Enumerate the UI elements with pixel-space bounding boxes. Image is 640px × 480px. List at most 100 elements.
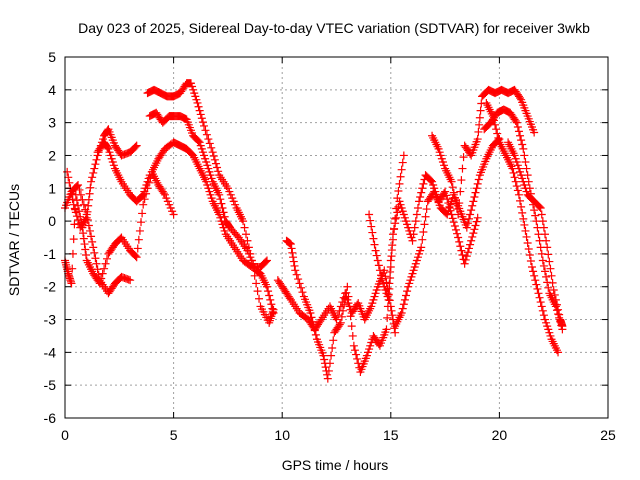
data-point-interp [412,210,421,219]
data-point-interp [475,120,484,129]
data-point [349,341,358,350]
data-point-interp [402,291,411,300]
data-point-interp [539,311,548,320]
data-point-interp [261,257,270,266]
data-point-interp [550,290,559,299]
y-tick-label: -3 [44,312,57,328]
data-point-interp [455,199,464,208]
data-point-interp [418,184,427,193]
data-point-interp [216,213,225,222]
data-point [549,286,558,295]
data-point-interp [448,214,457,223]
data-point-interp [201,154,210,163]
data-point-interp [220,212,229,221]
data-point-interp [542,236,551,245]
data-point-interp [538,306,547,315]
data-point [536,203,545,212]
data-point-interp [403,220,412,229]
data-point [410,263,419,272]
data-point-interp [287,244,296,253]
data-point-interp [541,267,550,276]
data-point-interp [267,300,276,309]
data-point-interp [532,280,541,289]
data-point-interp [398,304,407,313]
data-point-interp [472,184,481,193]
data-point [517,171,526,180]
data-point-interp [395,179,404,188]
data-point-interp [518,208,527,217]
data-point-interp [85,189,94,198]
data-point-interp [218,220,227,229]
data-point-interp [393,208,402,217]
data-point-interp [265,291,274,300]
data-point [291,266,300,275]
data-point-interp [352,350,361,359]
data-point-interp [531,211,540,220]
data-point-interp [323,370,332,379]
data-point-interp [88,237,97,246]
data-point-interp [522,232,531,241]
data-point [538,256,547,265]
data-point-interp [520,180,529,189]
data-point-interp [475,113,484,122]
data-point [447,177,456,186]
data-point-interp [72,196,81,205]
data-point-interp [391,219,400,228]
data-point-interp [435,148,444,157]
y-tick-label: 3 [48,115,56,131]
data-point [306,308,315,317]
data-point-interp [201,126,210,135]
data-point [169,210,178,219]
data-point-interp [80,240,89,249]
data-point-interp [240,223,249,232]
y-tick-label: 5 [48,49,56,65]
data-point-interp [84,195,93,204]
data-point-interp [168,207,177,216]
data-point-interp [375,266,384,275]
data-point [467,236,476,245]
data-point-interp [539,261,548,270]
data-point [223,184,232,193]
data-point-interp [290,261,299,270]
data-point-interp [103,143,112,152]
data-point [521,226,530,235]
data-point-interp [216,195,225,204]
data-point-interp [455,237,464,246]
data-point [443,210,452,219]
data-point-interp [526,257,535,266]
data-point [104,144,113,153]
data-point-interp [86,183,95,192]
data-point-interp [546,264,555,273]
data-point-interp [420,220,429,229]
data-point [519,144,528,153]
data-point-interp [474,127,483,136]
data-point-interp [413,253,422,262]
data-point-interp [97,274,106,283]
data-point-interp [458,164,467,173]
data-point-interp [231,200,240,209]
data-point-interp [190,89,199,98]
data-point [514,190,523,199]
data-point-interp [537,302,546,311]
data-point [386,302,395,311]
data-point-interp [537,210,546,219]
data-point-interp [64,173,73,182]
data-point-interp [388,241,397,250]
data-point-interp [335,320,344,329]
data-point [527,263,536,272]
data-point [132,253,141,262]
data-point-interp [211,159,220,168]
data-point-interp [335,306,344,315]
x-tick-label: 20 [492,427,508,443]
data-point-interp [443,195,452,204]
data-point-interp [426,176,435,185]
data-point-interp [194,102,203,111]
data-point [126,276,135,285]
y-tick-label: 0 [48,213,56,229]
data-point-interp [90,164,99,173]
data-point-interp [514,164,523,173]
data-point-interp [400,295,409,304]
data-point-interp [392,213,401,222]
